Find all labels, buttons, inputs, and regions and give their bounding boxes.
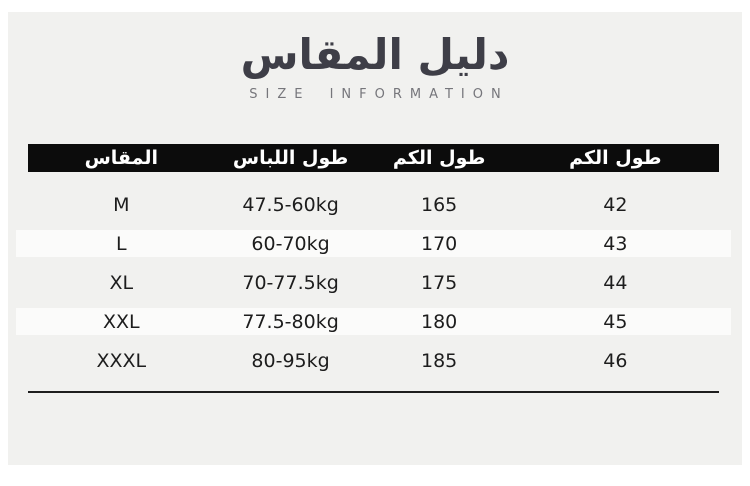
cell-size: L	[115, 232, 127, 255]
cell-height: 165	[421, 193, 458, 216]
header-cell-garment-length: طول اللباس	[232, 147, 349, 169]
cell-weight-range: 47.5-60kg	[242, 193, 339, 216]
cell-height: 180	[421, 310, 458, 333]
cell-size: XL	[109, 271, 134, 294]
cell-weight-range: 60-70kg	[251, 232, 330, 255]
size-guide-card: دليل المقاس SIZE INFORMATION المقاس طول …	[8, 12, 742, 465]
cell-size: M	[113, 193, 130, 216]
header-cell-sleeve-length-2: طول الكم	[569, 147, 662, 169]
table-row: XL 70-77.5kg 175 44	[28, 263, 719, 302]
cell-size: XXL	[102, 310, 140, 333]
size-table: المقاس طول اللباس طول الكم طول الكم M 47…	[16, 144, 731, 393]
cell-size: XXXL	[96, 349, 147, 372]
page-title: دليل المقاس	[240, 30, 510, 79]
table-bottom-rule	[28, 391, 719, 393]
cell-height: 185	[421, 349, 458, 372]
table-row: XXL 77.5-80kg 180 45	[16, 302, 731, 341]
table-header-row: المقاس طول اللباس طول الكم طول الكم	[28, 144, 719, 172]
table-body: M 47.5-60kg 165 42 L 60-70kg 170 43 XL 7…	[16, 185, 731, 380]
cell-sleeve: 42	[603, 193, 628, 216]
header-cell-size: المقاس	[84, 147, 158, 169]
cell-sleeve: 43	[603, 232, 628, 255]
table-row: M 47.5-60kg 165 42	[28, 185, 719, 224]
cell-sleeve: 45	[603, 310, 628, 333]
cell-sleeve: 44	[603, 271, 628, 294]
page-subtitle: SIZE INFORMATION	[249, 87, 509, 103]
cell-height: 170	[421, 232, 458, 255]
cell-height: 175	[421, 271, 458, 294]
cell-weight-range: 77.5-80kg	[242, 310, 339, 333]
header-cell-sleeve-length-1: طول الكم	[392, 147, 486, 169]
cell-weight-range: 80-95kg	[251, 349, 330, 372]
cell-weight-range: 70-77.5kg	[242, 271, 339, 294]
table-row: L 60-70kg 170 43	[16, 224, 731, 263]
table-row: XXXL 80-95kg 185 46	[28, 341, 719, 380]
cell-sleeve: 46	[603, 349, 628, 372]
